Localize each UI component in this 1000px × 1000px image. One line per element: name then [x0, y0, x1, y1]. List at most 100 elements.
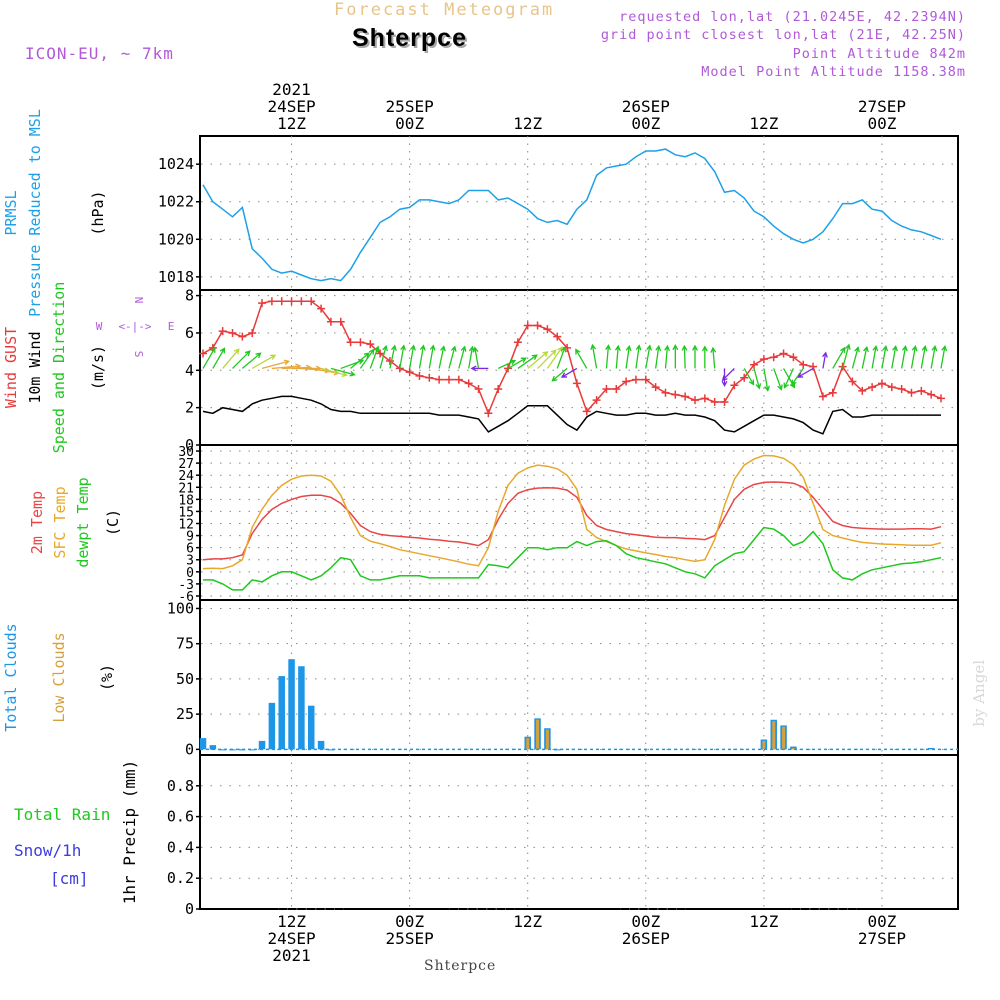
wind-arrow: [261, 359, 291, 370]
gust-marker: [828, 388, 837, 397]
side-label: SFC Temp: [51, 486, 69, 558]
wind-arrow: [721, 367, 735, 382]
wind-arrow: [202, 346, 216, 369]
y-tick-label: 24: [178, 469, 194, 484]
top-time-label: 12Z: [749, 114, 778, 133]
gust-marker: [897, 384, 906, 393]
wind-arrow: [822, 351, 828, 369]
y-tick-label: 6: [186, 542, 194, 557]
side-label: Wind GUST: [2, 327, 20, 408]
wind-arrow: [614, 344, 621, 369]
bottom-time-label: 00Z: [395, 912, 424, 931]
gust-marker: [641, 375, 650, 384]
y-tick-label: 100: [167, 599, 194, 617]
cloud-bar: [307, 705, 315, 750]
gust-marker: [769, 353, 778, 362]
y-tick-label: 8: [185, 287, 194, 305]
panel-frame-temperature: [199, 444, 959, 601]
gust-marker: [631, 375, 640, 384]
side-label: PRMSL: [2, 190, 20, 235]
grid-point-coords: grid point closest lon,lat (21E, 42.25N): [600, 27, 966, 43]
side-label: dewpt Temp: [74, 477, 92, 567]
gust-marker: [523, 321, 532, 330]
y-tick-label: 3: [186, 554, 194, 569]
gust-marker: [307, 297, 316, 306]
gust-marker: [553, 332, 562, 341]
gust-marker: [218, 327, 227, 336]
y-tick-label: 0: [185, 740, 194, 758]
cloud-bar: [772, 721, 776, 750]
wind-arrow: [891, 345, 898, 369]
cloud-bar: [762, 740, 766, 750]
wind-arrow: [359, 348, 375, 369]
series-line: [202, 454, 942, 570]
cloud-bar: [288, 659, 295, 750]
precip-legend: Total Rain: [14, 805, 110, 824]
wind-arrow: [212, 347, 226, 369]
gust-marker: [789, 353, 798, 362]
wind-arrow: [575, 348, 588, 369]
series-line: [202, 300, 942, 416]
gust-marker: [750, 360, 759, 369]
wind-arrow: [654, 344, 662, 369]
gust-marker: [346, 338, 355, 347]
gust-marker: [907, 388, 916, 397]
wind-arrow: [920, 345, 928, 369]
y-tick-label: 50: [176, 670, 194, 688]
side-label: Low Clouds: [50, 632, 68, 722]
wind-arrow: [605, 344, 612, 369]
wind-arrow: [783, 368, 794, 389]
wind-arrow: [251, 354, 277, 369]
cloud-bar: [298, 666, 305, 750]
wind-arrow: [369, 345, 380, 369]
wind-arrow: [681, 344, 688, 369]
bottom-time-label: 27SEP: [858, 929, 906, 948]
y-tick-label: 1024: [158, 155, 194, 173]
y-tick-label: 0: [185, 436, 194, 454]
wind-arrow: [753, 368, 762, 390]
top-time-label: 26SEP: [622, 97, 670, 116]
gust-marker: [661, 388, 670, 397]
panel-frame-precip: [199, 754, 959, 910]
wind-arrow: [527, 351, 549, 369]
top-time-label: 00Z: [395, 114, 424, 133]
wind-arrow: [743, 368, 755, 386]
gust-marker: [287, 297, 296, 306]
wind-arrow: [625, 344, 632, 369]
wind-arrow: [438, 345, 446, 369]
wind-arrow: [551, 367, 568, 382]
side-label: 10m Wind: [26, 331, 44, 403]
gust-marker: [326, 317, 335, 326]
side-label: Speed and Direction: [50, 282, 68, 454]
cloud-bar: [553, 749, 561, 751]
side-label: Pressure Reduced to MSL: [26, 109, 44, 317]
compass-n: N: [132, 297, 145, 304]
gust-marker: [504, 364, 513, 373]
gust-marker: [199, 349, 207, 358]
cloud-bar: [317, 740, 325, 750]
wind-arrow: [881, 345, 889, 369]
gust-marker: [454, 375, 463, 384]
gust-marker: [238, 332, 247, 341]
gust-marker: [809, 362, 818, 371]
bottom-time-label: 12Z: [277, 912, 306, 931]
y-tick-label: 0: [186, 566, 194, 581]
wind-arrow: [645, 344, 653, 369]
bottom-time-label: 26SEP: [622, 929, 670, 948]
wind-arrow: [940, 345, 948, 369]
gust-marker: [356, 338, 365, 347]
gust-marker: [474, 384, 483, 393]
y-tick-label: 21: [178, 481, 194, 496]
wind-arrow: [320, 367, 348, 378]
bottom-time-label: 2021: [272, 946, 311, 965]
precip-legend: Snow/1h: [14, 841, 81, 860]
wind-arrow: [763, 368, 770, 392]
product-title: Forecast Meteogram: [334, 0, 555, 20]
wind-arrow: [556, 346, 567, 369]
wind-arrow: [664, 344, 671, 369]
y-tick-label: 2: [185, 399, 194, 417]
gust-marker: [799, 360, 808, 369]
wind-arrow: [672, 344, 679, 369]
